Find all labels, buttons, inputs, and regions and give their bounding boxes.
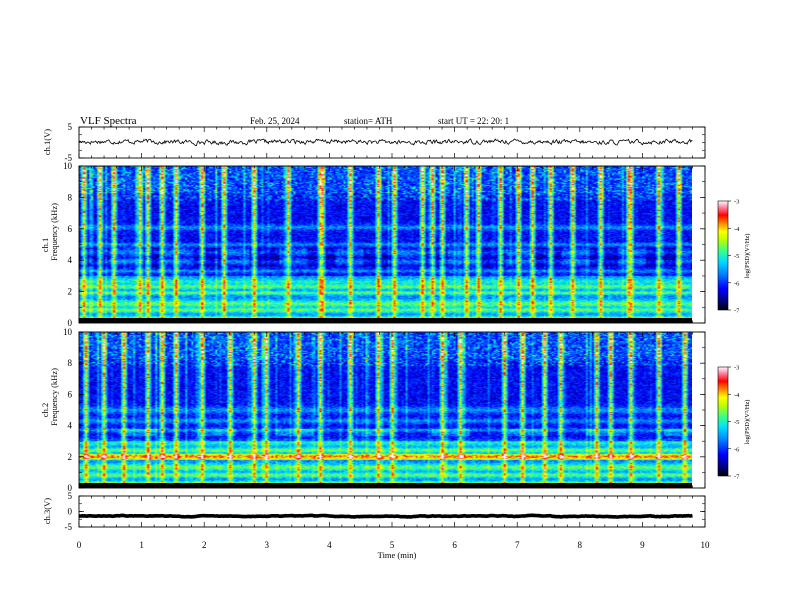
y-tick-label: 8 [68,358,73,368]
time-axis-label: Time (min) [378,550,417,560]
colorbar-tick-label: -5 [734,253,739,260]
ch1-colorbar-label: log(PSD)(V²/Hz) [744,234,751,279]
y-tick-label: 6 [68,389,73,399]
y-tick-label: 4 [68,421,73,431]
x-tick-label: 2 [202,540,207,550]
colorbar-tick-label: -3 [734,365,739,372]
ch2-spectrogram-yticks: 0 2 4 6 8 10 [63,327,705,493]
time-axis-ticklabels: 0 1 2 3 4 5 6 7 8 9 10 [77,540,710,550]
x-tick-label: 9 [640,540,645,550]
ch2-spectrogram-ylabel-channel: ch.2 [40,403,50,417]
y-tick-label: 8 [68,192,73,202]
ch3-voltage-xticks [78,496,706,527]
ch1-spectrogram-yticks: 0 2 4 6 8 10 [63,161,705,328]
ch1-spectrogram-ylabel-channel: ch.1 [40,238,50,252]
y-tick-label: 0 [68,507,73,517]
ch3-voltage-yticks: 5 0 -5 [65,491,705,532]
ch3-voltage-trace [78,513,693,519]
ch2-spectrogram-ylabel-frequency: Frequency (kHz) [49,368,59,426]
y-tick-label: 4 [68,255,73,265]
date-label: Feb. 25, 2024 [250,116,300,126]
ch1-voltage-ylabel: ch.1(V) [42,129,52,155]
ch2-colorbar-ticks: -3 -4 -5 -6 -7 [728,365,740,481]
ch1-voltage-yticks: 5 -5 [65,122,705,163]
y-tick-label: 10 [63,327,73,337]
ch2-colorbar-gradient [717,366,729,477]
ch2-spectrogram-panel: 0 2 4 6 8 10 ch.2 Frequency (kHz) [40,327,706,493]
y-tick-label: 5 [68,122,73,132]
ch1-spectrogram-image [79,166,692,323]
colorbar-tick-label: -6 [734,280,740,287]
x-tick-label: 5 [390,540,395,550]
x-tick-label: 10 [701,540,711,550]
colorbar-tick-label: -4 [734,392,740,399]
colorbar-tick-label: -7 [734,474,740,481]
y-tick-label: 2 [68,287,73,297]
ch1-spectrogram-dc-band [79,318,692,323]
ch2-spectrogram-xticks [78,332,706,488]
ch3-voltage-ylabel: ch.3(V) [42,498,52,524]
ch1-spectrogram-ylabel-line1: ch.1 [40,238,50,252]
ch2-colorbar: -3 -4 -5 -6 -7 log(PSD)(V²/Hz) [717,365,751,481]
y-tick-label: 6 [68,224,73,234]
colorbar-tick-label: -6 [734,446,740,453]
ch1-voltage-trace [78,138,693,147]
ch1-spectrogram-panel: 0 2 4 6 8 10 ch.1 Frequency (kHz) [40,161,706,328]
x-tick-label: 6 [452,540,457,550]
colorbar-tick-label: -7 [734,308,740,315]
ch1-voltage-panel: 5 -5 ch.1(V) [42,122,706,163]
ch1-spectrogram-xticks [78,166,706,323]
colorbar-tick-label: -5 [734,419,739,426]
ch1-voltage-xticks [78,127,706,158]
ch1-spectrogram-ylabel-frequency: Frequency (kHz) [49,203,59,261]
ch1-colorbar-gradient [717,200,729,311]
y-tick-label: 5 [68,491,73,501]
y-tick-label: 2 [68,452,73,462]
colorbar-tick-label: -3 [734,199,739,206]
ch3-voltage-panel: 5 0 -5 ch.3(V) [42,491,706,532]
start-time-label: start UT = 22: 20: 1 [438,116,509,126]
x-tick-label: 3 [265,540,270,550]
y-tick-label: -5 [65,522,73,532]
colorbar-tick-label: -4 [734,226,740,233]
ch1-colorbar-ticks: -3 -4 -5 -6 -7 [728,199,740,315]
y-tick-label: 0 [68,318,73,328]
x-tick-label: 4 [327,540,332,550]
y-tick-label: -5 [65,153,73,163]
x-tick-label: 7 [515,540,520,550]
ch2-spectrogram-image [79,332,692,488]
x-tick-label: 8 [578,540,583,550]
x-tick-label: 0 [77,540,82,550]
y-tick-label: 10 [63,161,73,171]
figure-title: VLF Spectra [80,115,137,127]
x-tick-label: 1 [139,540,144,550]
ch2-spectrogram-dc-band [79,483,692,488]
station-label: station= ATH [344,116,393,126]
ch1-colorbar: -3 -4 -5 -6 -7 log(PSD)(V²/Hz) [717,199,751,315]
y-tick-label: 0 [68,483,73,493]
ch2-colorbar-label: log(PSD)(V²/Hz) [744,400,751,445]
